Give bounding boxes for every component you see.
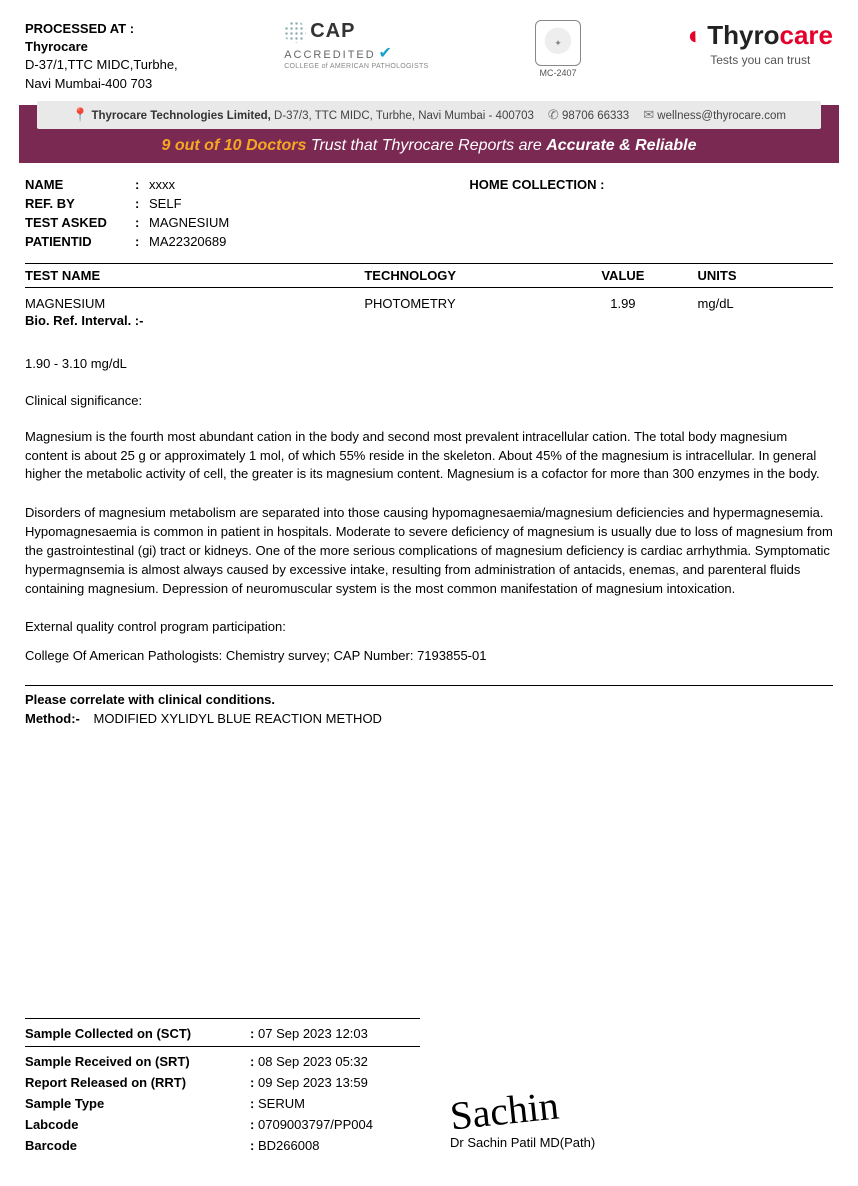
sample-type-label: Sample Type <box>25 1096 250 1111</box>
labcode-value: 0709003797/PP004 <box>258 1117 373 1132</box>
brand-care: care <box>780 20 834 50</box>
trust-tail: Accurate & Reliable <box>546 137 696 154</box>
cap-dots-icon <box>284 21 306 43</box>
pin-icon: 📍 <box>72 107 88 122</box>
trust-lead: 9 out of 10 Doctors <box>162 137 307 154</box>
footer: Sample Collected on (SCT):07 Sep 2023 12… <box>25 1016 833 1156</box>
rrt-label: Report Released on (RRT) <box>25 1075 250 1090</box>
processed-addr1: D-37/1,TTC MIDC,Turbhe, <box>25 56 178 74</box>
col-units: UNITS <box>688 268 833 283</box>
test-asked-label: TEST ASKED <box>25 215 135 230</box>
barcode-label: Barcode <box>25 1138 250 1153</box>
nabl-logo: ✦ MC-2407 <box>535 20 581 78</box>
brand-tag: Tests you can trust <box>710 53 810 67</box>
cap-text: CAP <box>310 20 355 43</box>
name-value: xxxx <box>149 177 469 192</box>
correlate-line: Please correlate with clinical condition… <box>25 692 833 707</box>
contact-email: wellness@thyrocare.com <box>657 110 786 122</box>
col-test: TEST NAME <box>25 268 364 283</box>
srt-label: Sample Received on (SRT) <box>25 1054 250 1069</box>
sct-value: 07 Sep 2023 12:03 <box>258 1026 368 1041</box>
ref-label: REF. BY <box>25 196 135 211</box>
barcode-value: BD266008 <box>258 1138 319 1153</box>
brand-thy: Thyro <box>707 20 779 50</box>
nabl-badge-icon: ✦ <box>535 20 581 66</box>
header: PROCESSED AT : Thyrocare D-37/1,TTC MIDC… <box>25 20 833 93</box>
bio-ref-range: 1.90 - 3.10 mg/dL <box>25 356 833 371</box>
col-tech: TECHNOLOGY <box>364 268 558 283</box>
method-label: Method:- <box>25 711 80 726</box>
patientid-value: MA22320689 <box>149 234 469 249</box>
clinical-para-1: Magnesium is the fourth most abundant ca… <box>25 428 833 485</box>
nabl-code: MC-2407 <box>540 68 577 78</box>
phone-icon: ✆ <box>548 107 559 122</box>
processed-org: Thyrocare <box>25 38 178 56</box>
test-asked-value: MAGNESIUM <box>149 215 469 230</box>
method-row: Method:- MODIFIED XYLIDYL BLUE REACTION … <box>25 711 833 726</box>
meta-table: Sample Collected on (SCT):07 Sep 2023 12… <box>25 1016 420 1156</box>
trust-mid: Trust that Thyrocare Reports are <box>306 137 546 154</box>
cap-survey-line: College Of American Pathologists: Chemis… <box>25 648 833 663</box>
name-label: NAME <box>25 177 135 192</box>
bio-ref-label: Bio. Ref. Interval. :- <box>25 313 833 328</box>
signatory-name: Dr Sachin Patil MD(Path) <box>450 1135 595 1150</box>
clinical-para-2: Disorders of magnesium metabolism are se… <box>25 504 833 598</box>
labcode-label: Labcode <box>25 1117 250 1132</box>
clinical-significance-title: Clinical significance: <box>25 393 833 408</box>
result-unit: mg/dL <box>688 296 833 311</box>
result-value: 1.99 <box>558 296 687 311</box>
method-value: MODIFIED XYLIDYL BLUE REACTION METHOD <box>94 711 382 726</box>
result-test: MAGNESIUM <box>25 296 364 311</box>
processed-at: PROCESSED AT : Thyrocare D-37/1,TTC MIDC… <box>25 20 178 93</box>
col-value: VALUE <box>558 268 687 283</box>
result-tech: PHOTOMETRY <box>364 296 558 311</box>
check-icon: ✔ <box>378 45 391 62</box>
sct-label: Sample Collected on (SCT) <box>25 1026 250 1041</box>
mail-icon: ✉ <box>643 107 654 122</box>
signature-block: Sachin Dr Sachin Patil MD(Path) <box>450 1095 595 1156</box>
drop-icon: ◐ <box>688 20 704 51</box>
sample-type-value: SERUM <box>258 1096 305 1111</box>
ref-value: SELF <box>149 196 469 211</box>
brand-logo: ◐ Thyrocare Tests you can trust <box>688 20 833 67</box>
contact-addr-label: Thyrocare Technologies Limited, <box>91 110 270 122</box>
cap-sub: COLLEGE of AMERICAN PATHOLOGISTS <box>284 63 428 70</box>
rrt-value: 09 Sep 2023 13:59 <box>258 1075 368 1090</box>
cap-accredited: ACCREDITED <box>284 49 376 61</box>
patientid-label: PATIENTID <box>25 234 135 249</box>
patient-block: NAME:xxxx REF. BY:SELF TEST ASKED:MAGNES… <box>25 177 833 253</box>
signature-image: Sachin <box>449 1089 561 1132</box>
contact-bar: 📍 Thyrocare Technologies Limited, D-37/3… <box>19 101 839 129</box>
home-collection-label: HOME COLLECTION : <box>469 177 604 192</box>
contact-phone: 98706 66333 <box>562 110 629 122</box>
processed-title: PROCESSED AT : <box>25 20 178 38</box>
processed-addr2: Navi Mumbai-400 703 <box>25 75 178 93</box>
divider <box>25 685 833 686</box>
result-row: MAGNESIUM PHOTOMETRY 1.99 mg/dL <box>25 288 833 313</box>
contact-addr: D-37/3, TTC MIDC, Turbhe, Navi Mumbai - … <box>271 110 534 122</box>
results-header: TEST NAME TECHNOLOGY VALUE UNITS <box>25 263 833 288</box>
srt-value: 08 Sep 2023 05:32 <box>258 1054 368 1069</box>
cap-logo: CAP ACCREDITED ✔ COLLEGE of AMERICAN PAT… <box>284 20 428 70</box>
qc-participation: External quality control program partici… <box>25 619 833 634</box>
